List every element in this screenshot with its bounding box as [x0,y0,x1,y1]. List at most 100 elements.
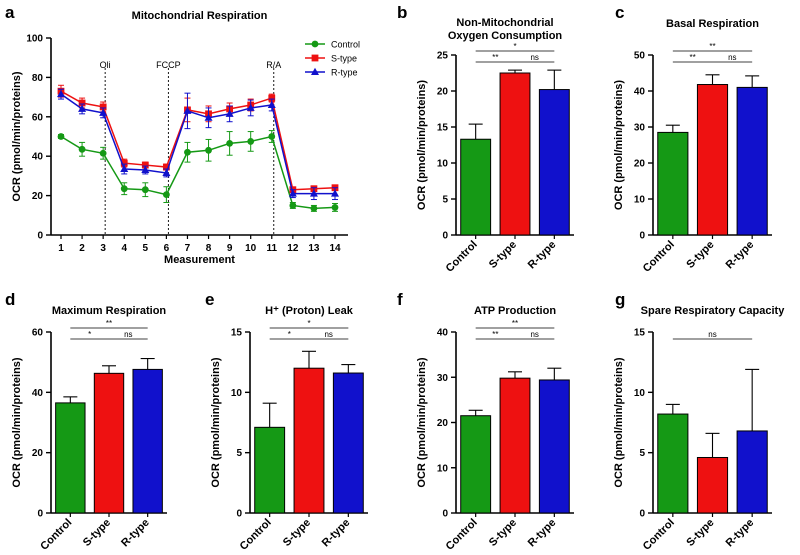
data-point [141,186,149,194]
injection-label: R/A [266,60,281,70]
significance-label: ** [492,53,498,62]
panel-label: f [397,290,403,309]
panel-a: a OCR (pmol/min/proteins) 0 20 40 60 80 100 Mito… [5,3,360,266]
y-tick-label: 5 [236,448,242,459]
category-label: R-type [724,517,757,550]
x-axis-label: Measurement [164,254,235,266]
x-tick-label: 3 [100,243,106,254]
chart-title: Spare Respiratory Capacity [641,305,786,317]
panel-d: d OCR (pmol/min/proteins) 0 20 40 60 Maximum R… [5,290,167,553]
data-point [289,202,297,209]
bar-r-type [132,368,163,514]
y-tick-label: 0 [442,509,448,520]
data-point [162,191,170,199]
y-tick-label: 10 [231,388,243,399]
legend: Control S-type R-type [305,40,360,78]
data-point [247,138,255,145]
x-tick-label: 5 [143,243,149,254]
significance-label: ** [709,42,715,51]
significance-label: * [307,319,310,328]
significance-label: * [88,330,91,339]
injection-label: Oli [100,60,111,70]
chart-title: Basal Respiration [666,18,759,30]
y-tick-label: 30 [437,373,449,384]
category-label: Control [444,239,480,275]
legend-marker [311,67,319,75]
data-point [162,168,171,176]
category-label: S-type [684,239,716,271]
y-axis-label: OCR (pmol/min/proteins) [11,357,23,488]
data-point [99,149,107,157]
legend-label: Control [331,40,360,50]
data-point [57,89,65,98]
bar-s-type [93,372,125,514]
legend-marker [311,54,319,62]
data-point [204,113,213,121]
y-tick-label: 5 [639,448,645,459]
y-tick-label: 20 [437,418,449,429]
y-tick-label: 0 [639,231,645,242]
bar-r-type [736,86,768,236]
series-line [60,93,335,195]
y-tick-label: 10 [634,195,646,206]
data-point [268,133,276,140]
data-point [205,146,212,154]
chart-title: H⁺ (Proton) Leak [265,305,354,317]
bar-s-type [696,84,729,236]
bar-control [460,138,492,236]
data-point [141,165,150,173]
category-label: R-type [526,517,559,550]
bar-r-type [538,379,570,514]
panel-label: c [615,3,624,22]
y-tick-label: 10 [634,388,646,399]
significance-label: ns [530,330,538,339]
x-tick-label: 13 [308,243,320,254]
data-point [57,133,65,140]
category-label: R-type [320,517,353,550]
category-label: Control [238,517,274,553]
panel-label: a [5,3,15,22]
data-point [162,163,170,171]
data-point [183,106,192,114]
x-tick-label: 11 [266,243,277,254]
bar-control [657,413,689,514]
y-tick-label: 60 [32,328,44,339]
data-point [288,189,297,197]
data-point [331,189,339,197]
significance-label: ** [106,319,112,328]
data-point [120,164,129,173]
panel-b: b OCR (pmol/min/proteins) 0 5 10 15 20 25 Non-Mi… [397,3,574,275]
category-label: Control [444,517,480,553]
y-axis-label: OCR (pmol/min/proteins) [11,71,23,202]
x-tick-label: 2 [79,243,85,254]
chart-title: Mitochondrial Respiration [132,10,268,22]
category-label: S-type [81,517,113,549]
y-tick-label: 40 [32,152,44,163]
significance-label: ** [690,53,696,62]
x-tick-label: 6 [164,243,170,254]
y-tick-label: 0 [37,509,43,520]
data-point [78,145,86,153]
x-tick-label: 9 [227,243,233,254]
chart-title: ATP Production [474,305,556,317]
series-line [60,135,336,210]
category-label: R-type [526,239,559,272]
y-axis-label: OCR (pmol/min/proteins) [613,80,625,211]
chart-title: Oxygen Consumption [448,30,563,42]
data-point [99,103,107,111]
data-point [141,161,149,169]
category-label: Control [641,517,677,553]
y-tick-label: 80 [32,73,44,84]
category-label: S-type [487,517,519,549]
series-control [57,130,339,212]
y-tick-label: 0 [442,231,448,242]
panel-c: c OCR (pmol/min/proteins) 0 10 20 30 40 50 Basal… [613,3,772,275]
y-tick-label: 20 [437,87,449,98]
bar-s-type [696,456,729,514]
legend-label: S-type [331,54,357,64]
significance-label: ns [728,53,736,62]
bar-r-type [332,372,364,514]
category-label: R-type [119,517,152,550]
data-point [267,100,276,108]
